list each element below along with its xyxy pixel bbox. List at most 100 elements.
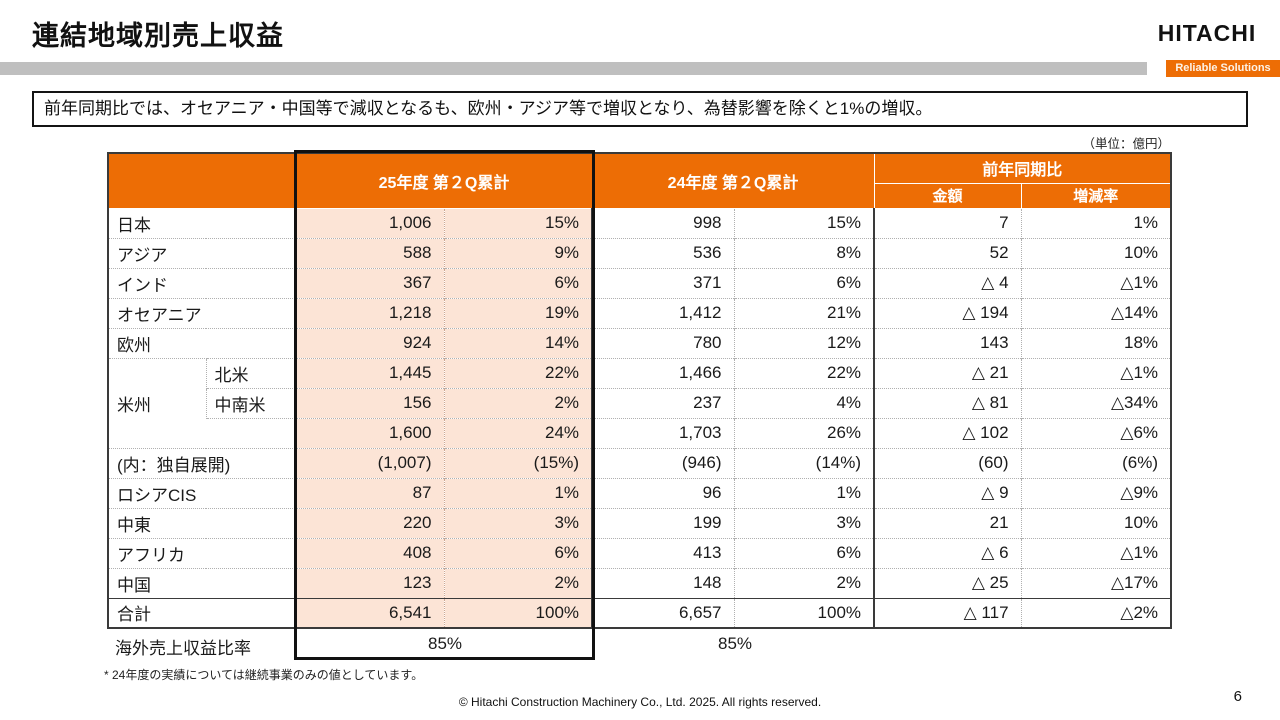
fy25-share-cell: 3% bbox=[443, 507, 593, 538]
region-label: アフリカ bbox=[108, 537, 296, 568]
fy25-share-cell: 15% bbox=[443, 207, 593, 238]
page-number: 6 bbox=[1233, 688, 1242, 705]
yoy-amount-cell: △ 81 bbox=[873, 387, 1022, 418]
table-row: 1,600 24% 1,703 26% △ 102 △6% bbox=[108, 417, 1172, 448]
footnote: * 24年度の実績については継続事業のみの値としています。 bbox=[104, 668, 424, 682]
fy24-share-cell: 12% bbox=[733, 327, 875, 358]
yoy-amount-cell: △ 9 bbox=[873, 477, 1022, 508]
corner-header-cell bbox=[107, 152, 297, 209]
table-row: 日本 1,006 15% 998 15% 7 1% bbox=[108, 207, 1172, 238]
fy25-amount-cell: 87 bbox=[295, 477, 444, 508]
fy24-share-cell: 6% bbox=[733, 537, 875, 568]
fy25-amount-cell: 924 bbox=[295, 327, 444, 358]
fy24-amount-cell: 780 bbox=[591, 327, 735, 358]
region-label: ロシアCIS bbox=[108, 477, 296, 508]
fy24-amount-cell: 6,657 bbox=[591, 597, 735, 628]
yoy-amount-cell: △ 4 bbox=[873, 267, 1022, 298]
fy24-share-cell: 21% bbox=[733, 297, 875, 328]
fy24-amount-cell: 199 bbox=[591, 507, 735, 538]
overseas-ratio-fy25: 85% bbox=[427, 634, 463, 653]
fy24-share-cell: 8% bbox=[733, 237, 875, 268]
yoy-amount-cell: 52 bbox=[873, 237, 1022, 268]
region-label: 中東 bbox=[108, 507, 296, 538]
fy24-amount-cell: 413 bbox=[591, 537, 735, 568]
fy25-share-cell: 2% bbox=[443, 387, 593, 418]
yoy-rate-cell: △1% bbox=[1020, 267, 1172, 298]
fy25-share-cell: 100% bbox=[443, 597, 593, 628]
fy25-amount-cell: 1,218 bbox=[295, 297, 444, 328]
region-label: 日本 bbox=[108, 207, 296, 238]
region-label: (内：独自展開) bbox=[108, 447, 296, 478]
page-title: 連結地域別売上収益 bbox=[32, 21, 284, 51]
fy24-share-cell: 26% bbox=[733, 417, 875, 448]
header-fy24: 24年度 第２Q累計 bbox=[591, 152, 875, 209]
fy25-amount-cell: 156 bbox=[295, 387, 444, 418]
fy24-amount-cell: 1,412 bbox=[591, 297, 735, 328]
fy25-amount-cell: 6,541 bbox=[295, 597, 444, 628]
region-label: オセアニア bbox=[108, 297, 296, 328]
fy24-amount-cell: 536 bbox=[591, 237, 735, 268]
fy25-share-cell: 2% bbox=[443, 567, 593, 598]
table-row: アジア 588 9% 536 8% 52 10% bbox=[108, 237, 1172, 268]
table-row: (内：独自展開) (1,007) (15%) (946) (14%) (60) (6%) bbox=[108, 447, 1172, 478]
fy25-amount-cell: 1,006 bbox=[295, 207, 444, 238]
yoy-rate-cell: 1% bbox=[1020, 207, 1172, 238]
overseas-revenue-ratio-row: 海外売上収益比率 85% 85% bbox=[107, 631, 1170, 660]
region-label: 中国 bbox=[108, 567, 296, 598]
fy25-amount-cell: 1,445 bbox=[295, 357, 444, 388]
fy24-share-cell: 4% bbox=[733, 387, 875, 418]
reliable-solutions-banner: Reliable Solutions bbox=[1166, 60, 1280, 77]
table-row: 中南米 156 2% 237 4% △ 81 △34% bbox=[108, 387, 1172, 418]
fy25-share-cell: 1% bbox=[443, 477, 593, 508]
yoy-amount-cell: △ 194 bbox=[873, 297, 1022, 328]
fy25-share-cell: 24% bbox=[443, 417, 593, 448]
fy24-share-cell: 6% bbox=[733, 267, 875, 298]
region-sublabel bbox=[206, 417, 296, 448]
fy25-amount-cell: 408 bbox=[295, 537, 444, 568]
header-yoy-amount: 金額 bbox=[873, 182, 1022, 209]
fy24-amount-cell: 1,466 bbox=[591, 357, 735, 388]
fy24-amount-cell: 96 bbox=[591, 477, 735, 508]
yoy-amount-cell: △ 21 bbox=[873, 357, 1022, 388]
fy25-amount-cell: 123 bbox=[295, 567, 444, 598]
fy24-amount-cell: 371 bbox=[591, 267, 735, 298]
yoy-rate-cell: △17% bbox=[1020, 567, 1172, 598]
revenue-by-region-table: 25年度 第２Q累計 24年度 第２Q累計 前年同期比 金額 増減率 日本 1,0… bbox=[107, 152, 1173, 629]
yoy-rate-cell: △14% bbox=[1020, 297, 1172, 328]
yoy-amount-cell: 21 bbox=[873, 507, 1022, 538]
yoy-rate-cell: △2% bbox=[1020, 597, 1172, 628]
fy25-share-cell: 22% bbox=[443, 357, 593, 388]
region-sublabel: 中南米 bbox=[205, 387, 296, 418]
fy24-amount-cell: 998 bbox=[591, 207, 735, 238]
fy25-share-cell: 6% bbox=[443, 267, 593, 298]
table-row: 欧州 924 14% 780 12% 143 18% bbox=[108, 327, 1172, 358]
yoy-amount-cell: 143 bbox=[873, 327, 1022, 358]
yoy-amount-cell: △ 6 bbox=[873, 537, 1022, 568]
yoy-rate-cell: △1% bbox=[1020, 357, 1172, 388]
title-divider-bar bbox=[0, 62, 1147, 75]
table-row: ロシアCIS 87 1% 96 1% △ 9 △9% bbox=[108, 477, 1172, 508]
fy25-share-cell: 9% bbox=[443, 237, 593, 268]
yoy-rate-cell: △6% bbox=[1020, 417, 1172, 448]
table-row: 合計 6,541 100% 6,657 100% △ 117 △2% bbox=[108, 597, 1172, 628]
fy24-share-cell: 2% bbox=[733, 567, 875, 598]
yoy-rate-cell: 10% bbox=[1020, 507, 1172, 538]
yoy-rate-cell: 10% bbox=[1020, 237, 1172, 268]
fy24-share-cell: 3% bbox=[733, 507, 875, 538]
fy24-share-cell: 100% bbox=[733, 597, 875, 628]
fy25-share-cell: 14% bbox=[443, 327, 593, 358]
fy24-amount-cell: (946) bbox=[591, 447, 735, 478]
yoy-amount-cell: △ 102 bbox=[873, 417, 1022, 448]
summary-message-box: 前年同期比では、オセアニア・中国等で減収となるも、欧州・アジア等で増収となり、為… bbox=[32, 91, 1248, 127]
yoy-amount-cell: △ 117 bbox=[873, 597, 1022, 628]
fy25-amount-cell: (1,007) bbox=[295, 447, 444, 478]
fy25-amount-cell: 588 bbox=[295, 237, 444, 268]
fy24-share-cell: 22% bbox=[733, 357, 875, 388]
yoy-amount-cell: 7 bbox=[873, 207, 1022, 238]
yoy-rate-cell: △1% bbox=[1020, 537, 1172, 568]
table-row: アフリカ 408 6% 413 6% △ 6 △1% bbox=[108, 537, 1172, 568]
yoy-rate-cell: 18% bbox=[1020, 327, 1172, 358]
region-label: アジア bbox=[108, 237, 296, 268]
copyright-footer: © Hitachi Construction Machinery Co., Lt… bbox=[458, 695, 822, 709]
header-fy25: 25年度 第２Q累計 bbox=[295, 152, 593, 209]
